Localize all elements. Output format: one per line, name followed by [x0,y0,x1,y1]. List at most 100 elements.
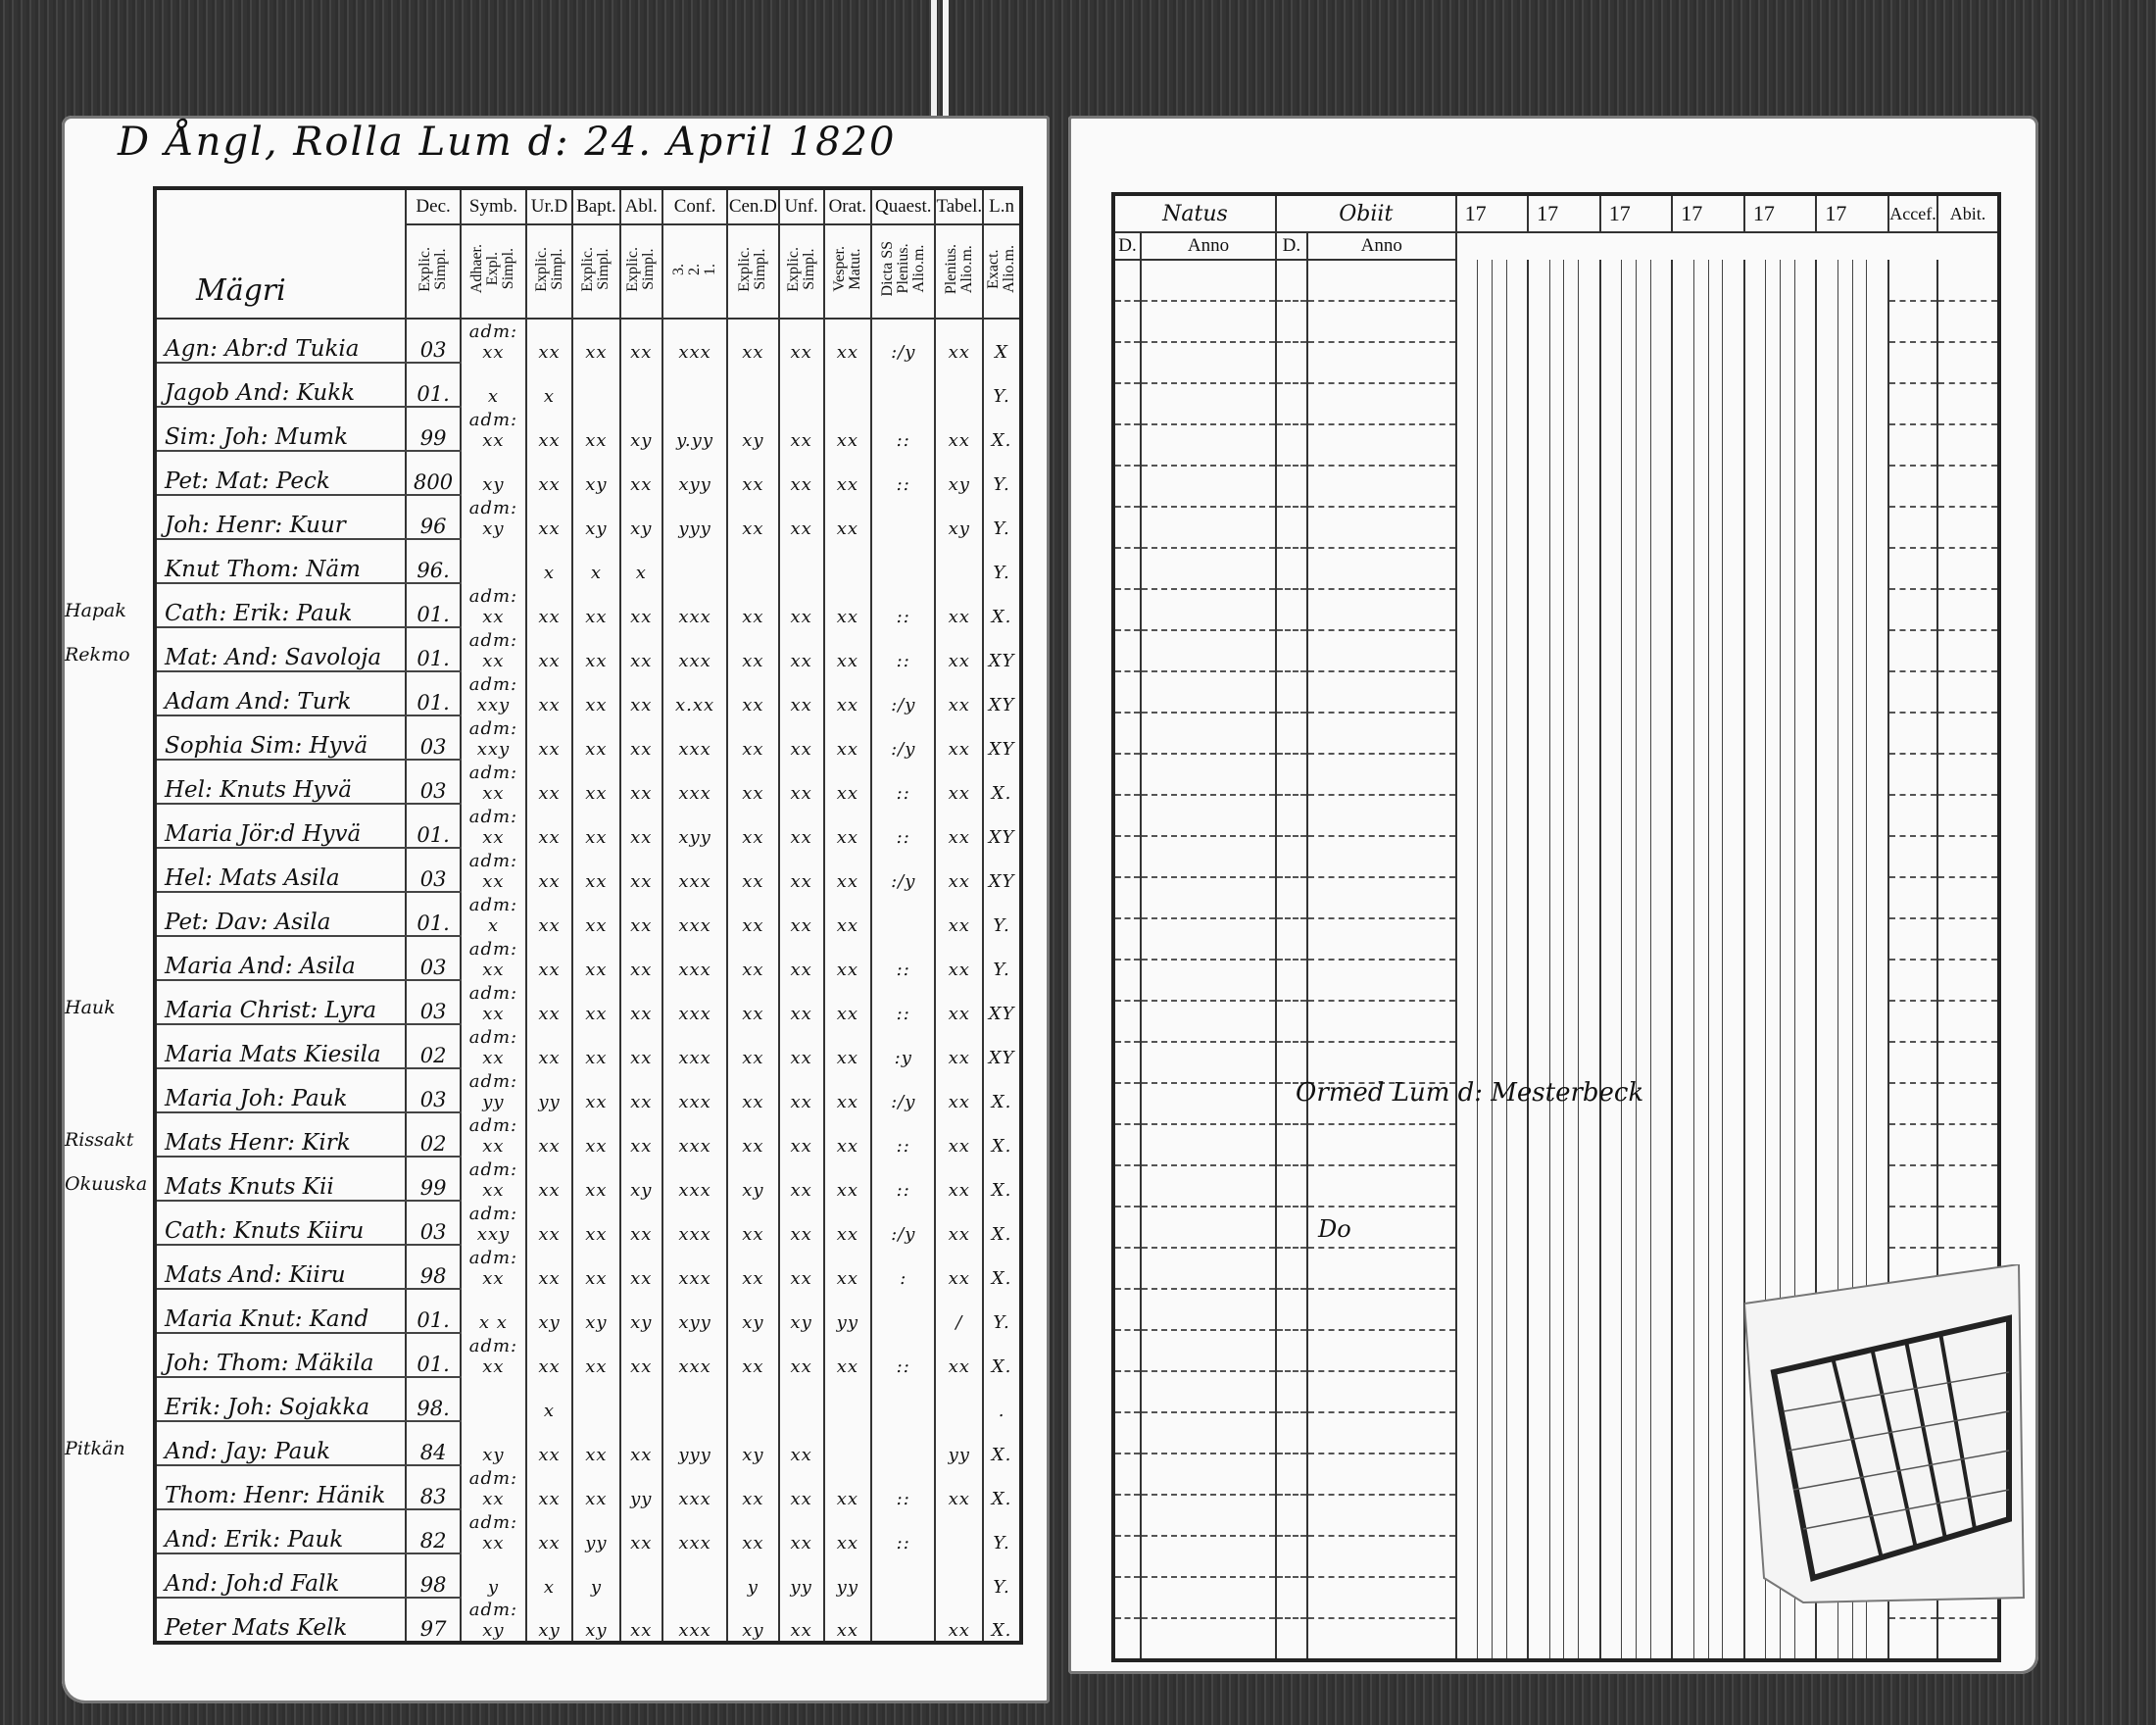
register-cell [1548,383,1564,424]
register-cell [1598,1001,1622,1042]
register-cell [1548,1042,1564,1083]
birth-year: 01. [405,804,462,849]
register-cell [1305,1042,1456,1084]
column-subheader-text: 3. 2. 1. [670,264,719,275]
register-cell [1505,630,1529,671]
register-cell [1649,1618,1673,1660]
register-row: Mat: And: Savoloja 01. adm: xx xx xx xx xxx xx x… [153,627,1021,672]
register-cell [1692,424,1708,466]
register-cell [1578,1412,1600,1454]
register-cell [1477,1412,1493,1454]
register-cell [1936,836,1999,878]
register-cell [1635,1083,1651,1124]
register-cell [1140,1371,1276,1413]
register-cell [1722,466,1744,507]
grade-mark: y [460,1553,526,1598]
register-cell [1598,548,1622,589]
register-cell [1936,301,1999,343]
empty-register-row [1112,301,1999,343]
grade-mark: xx [726,671,779,715]
grade-mark: xx [777,936,824,980]
register-cell [1793,1165,1817,1207]
grade-mark: xx [524,451,573,495]
register-cell [1505,671,1529,713]
register-cell [1649,1577,1673,1618]
register-cell [1793,836,1817,877]
grade-mark: xy [777,1289,824,1333]
grade-mark: :: [870,936,936,980]
birth-year: 99 [405,407,462,452]
grade-mark: yyy [661,495,728,539]
register-cell [1692,1577,1708,1618]
grade-mark: xx [726,936,779,980]
register-cell [1742,1577,1766,1618]
register-cell [1621,260,1637,301]
grade-mark: xx [618,1112,662,1157]
grade-mark: xy [460,451,526,495]
empty-register-row [1112,1165,1999,1208]
grade-mark: X. [982,1112,1021,1157]
register-cell [1578,1124,1600,1165]
register-cell [1936,1207,1999,1249]
grade-mark: XY [982,715,1021,760]
column-subheader-text: Adhaer. Expl. Simpl. [468,244,517,294]
grade-mark: xxx [661,1024,728,1068]
register-cell [1837,466,1853,507]
column-subheader: Explic. Simpl. [726,224,779,320]
register-cell [1527,754,1550,795]
grade-mark: xx [524,1421,573,1465]
birth-year: 98 [405,1553,462,1599]
register-cell [1621,1618,1637,1660]
register-cell [1477,260,1493,301]
register-cell [1305,1371,1456,1413]
grade-mark: xx [777,627,824,671]
register-cell [1707,960,1723,1001]
year-header: 17 [1598,194,1673,233]
register-cell [1765,918,1781,960]
register-cell [1692,671,1708,713]
grade-mark: xxx [661,1598,728,1643]
register-cell [1140,1330,1276,1372]
register-cell [1140,1248,1276,1290]
grade-mark [934,539,984,583]
register-cell [1112,1618,1141,1661]
grade-mark [934,1553,984,1598]
register-cell [1793,301,1817,342]
register-cell [1837,918,1853,960]
grade-mark: xx [777,407,824,451]
grade-mark: xx [571,407,620,451]
grade-mark [661,1553,728,1598]
register-cell [1527,1330,1550,1371]
register-cell [1505,1207,1529,1248]
register-cell [1671,1330,1694,1371]
register-cell [1866,383,1888,424]
birth-year: 83 [405,1465,462,1510]
register-cell [1274,918,1307,961]
register-cell [1598,424,1622,466]
grade-mark: xx [524,1024,573,1068]
register-cell [1578,795,1600,836]
register-cell [1671,630,1694,671]
register-cell [1815,918,1838,960]
register-cell [1722,1495,1744,1536]
register-cell [1707,1124,1723,1165]
register-cell [1112,1083,1141,1125]
grade-mark: yy [777,1553,824,1598]
register-cell [1305,383,1456,425]
register-cell [1454,1577,1478,1618]
grade-mark: adm: xx [460,1333,526,1377]
register-cell [1793,795,1817,836]
register-cell [1112,1042,1141,1084]
grade-mark: xx [726,1245,779,1289]
register-cell [1305,1207,1456,1249]
register-cell [1815,1124,1838,1165]
grade-mark: xxx [661,892,728,936]
register-cell [1837,630,1853,671]
register-cell [1578,836,1600,877]
register-cell [1140,1495,1276,1537]
register-cell [1505,1124,1529,1165]
column-subheader: Explic. Simpl. [571,224,620,320]
register-cell [1936,795,1999,837]
page-title: D Ångl, Rolla Lum d: 24. April 1820 [118,120,897,165]
register-cell [1851,301,1867,342]
